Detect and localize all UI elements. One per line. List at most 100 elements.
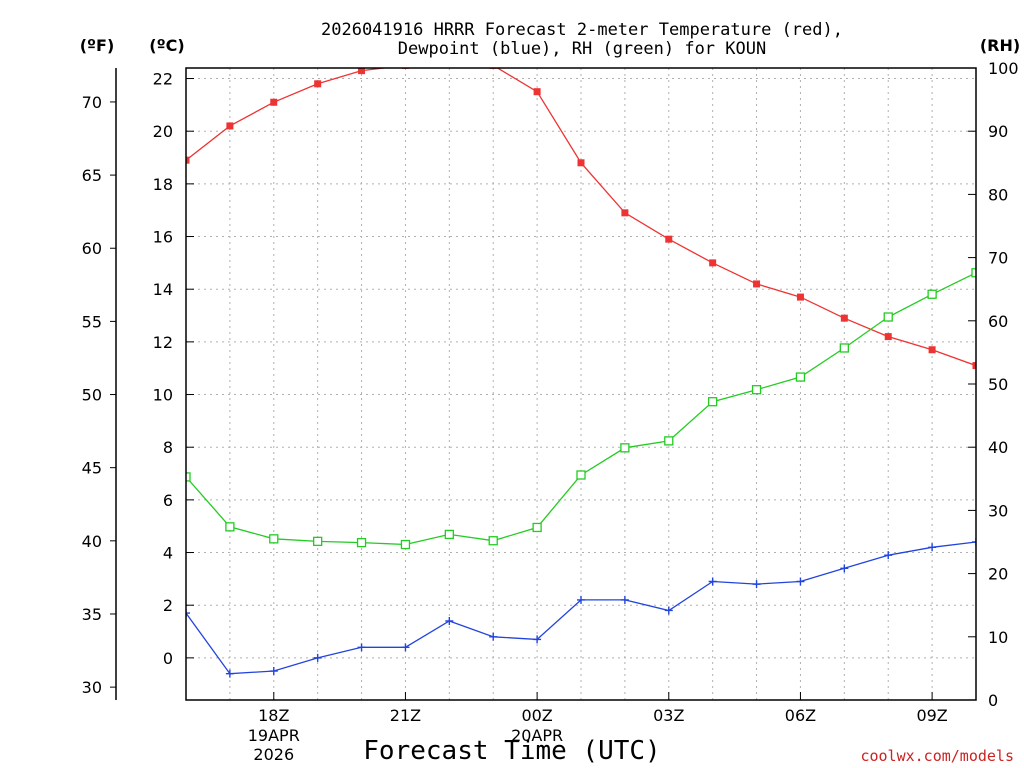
dewpoint-point: [186, 609, 190, 618]
celsius-unit-label: (ºC): [149, 36, 184, 55]
temperature-point: [358, 68, 366, 75]
rh-tick-label: 80: [988, 185, 1008, 204]
dewpoint-point: [357, 643, 366, 652]
temperature-point: [314, 80, 322, 88]
celsius-tick-label: 22: [153, 70, 173, 89]
temperature-point: [270, 98, 278, 106]
celsius-tick-label: 4: [163, 544, 173, 563]
axes-layer: 0 2 4 6 8 10 12 14 16 18 20 22 30 35 40 45 50 55 60 65 70 0 10…: [82, 59, 1019, 764]
rh-point: [186, 472, 191, 482]
dewpoint-point: [928, 543, 937, 552]
rh-point: [400, 539, 411, 550]
celsius-tick-label: 20: [153, 122, 173, 141]
rh-point: [664, 436, 674, 446]
chart-title-line1: 2026041916 HRRR Forecast 2-meter Tempera…: [321, 20, 843, 40]
dewpoint-point: [401, 643, 410, 652]
x-tick-label: 06Z: [785, 706, 816, 725]
temperature-point: [186, 156, 190, 164]
temperature-point: [709, 259, 717, 267]
dewpoint-point: [840, 564, 849, 573]
temperature-point: [884, 333, 892, 341]
celsius-tick-label: 6: [163, 491, 173, 510]
celsius-tick-label: 14: [153, 280, 173, 299]
credit-text: coolwx.com/models: [860, 747, 1014, 765]
rh-point: [927, 289, 937, 299]
rh-point: [356, 537, 367, 548]
temperature-point: [665, 235, 673, 243]
rh-tick-label: 40: [988, 438, 1008, 457]
temperature-point: [446, 59, 453, 66]
x-tick-date-label: 20APR: [511, 726, 563, 745]
dewpoint-point: [225, 669, 234, 678]
dewpoint-point: [664, 606, 673, 615]
x-tick-label: 21Z: [390, 706, 421, 725]
temperature-point: [753, 280, 761, 288]
dewpoint-point: [752, 580, 761, 589]
rh-point: [708, 397, 718, 407]
series-layer: [186, 59, 976, 678]
temperature-point: [621, 209, 629, 217]
celsius-tick-label: 12: [153, 333, 173, 352]
rh-tick-label: 0: [988, 691, 998, 710]
fahrenheit-tick-label: 55: [82, 312, 102, 331]
temperature-point: [226, 122, 234, 130]
rh-tick-label: 10: [988, 628, 1008, 647]
rh-point: [488, 536, 498, 546]
rh-point: [225, 522, 235, 532]
rh-point: [620, 443, 630, 453]
x-tick-date-label: 19APR: [248, 726, 300, 745]
dewpoint-point: [445, 617, 454, 625]
rh-point: [269, 534, 279, 544]
rh-tick-label: 100: [988, 59, 1019, 78]
x-axis-label: Forecast Time (UTC): [363, 736, 660, 766]
celsius-tick-label: 16: [153, 228, 173, 247]
x-tick-label: 03Z: [653, 706, 684, 725]
rh-point: [313, 536, 323, 547]
fahrenheit-tick-label: 35: [82, 605, 102, 624]
fahrenheit-tick-label: 40: [82, 532, 102, 551]
dewpoint-point: [533, 635, 542, 644]
rh-tick-label: 20: [988, 565, 1008, 584]
dewpoint-point: [620, 595, 629, 604]
rh-point: [971, 268, 976, 278]
dewpoint-point: [796, 577, 805, 586]
celsius-tick-label: 0: [163, 649, 173, 668]
dewpoint-point: [708, 577, 717, 586]
celsius-tick-label: 10: [153, 386, 173, 405]
fahrenheit-unit-label: (ºF): [80, 36, 115, 55]
rh-tick-label: 90: [988, 122, 1008, 141]
fahrenheit-tick-label: 30: [82, 678, 102, 697]
x-tick-label: 09Z: [916, 706, 947, 725]
dewpoint-point: [313, 653, 322, 662]
dewpoint-point: [884, 551, 893, 560]
temperature-point: [533, 88, 541, 96]
temperature-point: [577, 159, 585, 167]
dewpoint-point: [577, 595, 585, 604]
chart-title-line2: Dewpoint (blue), RH (green) for KOUN: [398, 39, 766, 59]
x-tick-year-label: 2026: [253, 745, 294, 764]
fahrenheit-tick-label: 60: [82, 239, 102, 258]
dewpoint-point: [269, 667, 278, 676]
fahrenheit-tick-label: 70: [82, 93, 102, 112]
rh-point: [532, 522, 542, 533]
rh-unit-label: (RH): [980, 36, 1020, 55]
temperature-point: [972, 362, 976, 370]
rh-point: [839, 343, 849, 353]
dewpoint-point: [972, 538, 976, 546]
rh-tick-label: 30: [988, 501, 1008, 520]
rh-tick-label: 60: [988, 312, 1008, 331]
rh-line: [186, 272, 976, 546]
rh-tick-label: 50: [988, 375, 1008, 394]
temperature-point: [840, 314, 848, 322]
celsius-tick-label: 2: [163, 596, 173, 615]
fahrenheit-tick-label: 45: [82, 459, 102, 478]
celsius-tick-label: 18: [153, 175, 173, 194]
fahrenheit-tick-label: 50: [82, 386, 102, 405]
rh-point: [795, 372, 806, 382]
celsius-tick-label: 8: [163, 438, 173, 457]
temperature-point: [796, 293, 804, 301]
rh-point: [444, 529, 454, 540]
rh-tick-label: 70: [988, 249, 1008, 268]
rh-point: [751, 385, 762, 395]
